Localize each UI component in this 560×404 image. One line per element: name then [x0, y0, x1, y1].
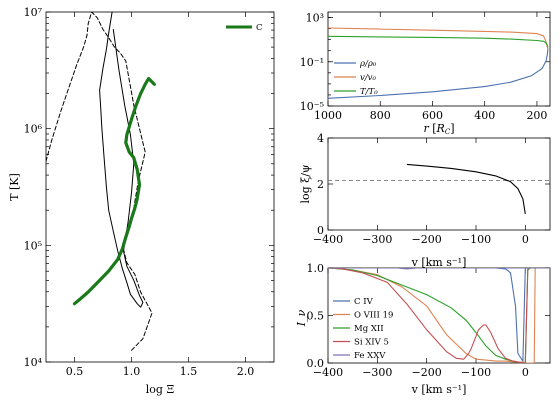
- top-right-axes-frame: [327, 11, 551, 107]
- bottom-right-xlabel: v [km s⁻¹]: [411, 383, 467, 396]
- left-ylabel: T [K]: [8, 173, 21, 201]
- br-legend-label: O VIII 19: [354, 311, 393, 321]
- mr-ytick-label: 4: [317, 132, 324, 145]
- br-xtick-label: −200: [412, 366, 442, 379]
- tr-xtick-label: 400: [474, 109, 495, 122]
- tr-xtick-label: 1000: [314, 109, 342, 122]
- br-ytick-label: 0.0: [307, 357, 325, 370]
- middle-right-ylabel: log ξ/ψ: [299, 164, 312, 203]
- left-ytick-label: 10⁶: [24, 123, 43, 136]
- tr-xtick-label: 800: [370, 109, 391, 122]
- br-ytick-label: 0.5: [307, 310, 325, 323]
- left-xtick-label: 1.0: [123, 365, 141, 378]
- left-series-solid-curve: [99, 12, 144, 308]
- br-xtick-label: 0: [522, 366, 529, 379]
- left-ytick-label: 10⁵: [24, 239, 42, 252]
- left-legend-label-C: C: [256, 23, 263, 33]
- left-panel: 0.5 1.0 1.5 2.0 10⁴ 10⁵ 10⁶ 10⁷ log Ξ T [K] C: [8, 6, 275, 396]
- mr-xtick-label: −300: [362, 233, 392, 246]
- br-series-si-xiv-5: [328, 268, 550, 363]
- br-legend-label: Mg XII: [354, 324, 384, 334]
- tr-legend-label-rho: ρ/ρ₀: [359, 59, 377, 69]
- tr-ytick-label: 10⁻⁵: [300, 100, 324, 113]
- mr-xtick-label: −400: [313, 233, 343, 246]
- left-xtick-label: 2.0: [237, 365, 255, 378]
- middle-right-panel: −400 −300 −200 −100 0 0 2 4 v [km s⁻¹] log ξ/ψ: [299, 132, 551, 269]
- br-series-fe-xxv: [328, 268, 550, 270]
- mr-xtick-label: −200: [412, 233, 442, 246]
- tr-xtick-label: 600: [422, 109, 443, 122]
- top-right-xlabel: r [RC]: [423, 122, 454, 136]
- left-series-dashed-curve: [46, 12, 153, 351]
- bottom-right-legend: C IV O VIII 19 Mg XII Si XIV 5 Fe XXV: [333, 297, 393, 361]
- mr-xtick-label: −100: [461, 233, 491, 246]
- top-right-panel: 1000 800 600 400 200 10⁻⁵ 10⁻¹ 10³ r [RC] ρ/ρ₀ …: [300, 11, 551, 136]
- tr-xtick-label: 200: [526, 109, 547, 122]
- left-xlabel: log Ξ: [146, 383, 175, 396]
- br-xtick-label: −100: [461, 366, 491, 379]
- left-legend: C: [226, 23, 263, 33]
- br-xtick-label: −300: [362, 366, 392, 379]
- tr-series-line: [328, 35, 549, 48]
- br-ytick-label: 1.0: [307, 262, 325, 275]
- tr-ytick-label: 10⁻¹: [300, 56, 324, 69]
- br-legend-label: Si XIV 5: [354, 338, 389, 348]
- tr-legend-label-v: v/v₀: [360, 73, 376, 83]
- middle-right-axes-frame: [327, 137, 551, 231]
- br-legend-label: C IV: [354, 297, 374, 307]
- bottom-right-ylabel: I_ν: [295, 309, 308, 327]
- mr-series-line: [406, 163, 526, 214]
- left-xtick-label: 0.5: [66, 365, 84, 378]
- tr-series-line: [328, 48, 549, 99]
- mr-ytick-label: 2: [317, 178, 324, 191]
- br-xtick-label: −400: [313, 366, 343, 379]
- br-series-o-viii-19: [328, 268, 550, 363]
- tr-legend-label-T: T/T₀: [360, 87, 378, 97]
- middle-right-xlabel: v [km s⁻¹]: [411, 256, 467, 269]
- tr-series-line: [328, 27, 549, 50]
- bottom-right-panel: −400 −300 −200 −100 0 0.0 0.5 1.0 v [km s⁻¹] I_…: [295, 262, 551, 396]
- top-right-legend: ρ/ρ₀ v/v₀ T/T₀: [334, 59, 378, 97]
- left-xtick-label: 1.5: [180, 365, 198, 378]
- left-ytick-label: 10⁷: [24, 6, 43, 19]
- br-legend-label: Fe XXV: [354, 351, 386, 361]
- left-ytick-label: 10⁴: [24, 356, 43, 369]
- left-axes-frame: [45, 11, 275, 363]
- mr-xtick-label: 0: [522, 233, 529, 246]
- left-series-C: [72, 76, 156, 306]
- tr-ytick-label: 10³: [306, 12, 324, 25]
- mr-ytick-label: 0: [317, 224, 324, 237]
